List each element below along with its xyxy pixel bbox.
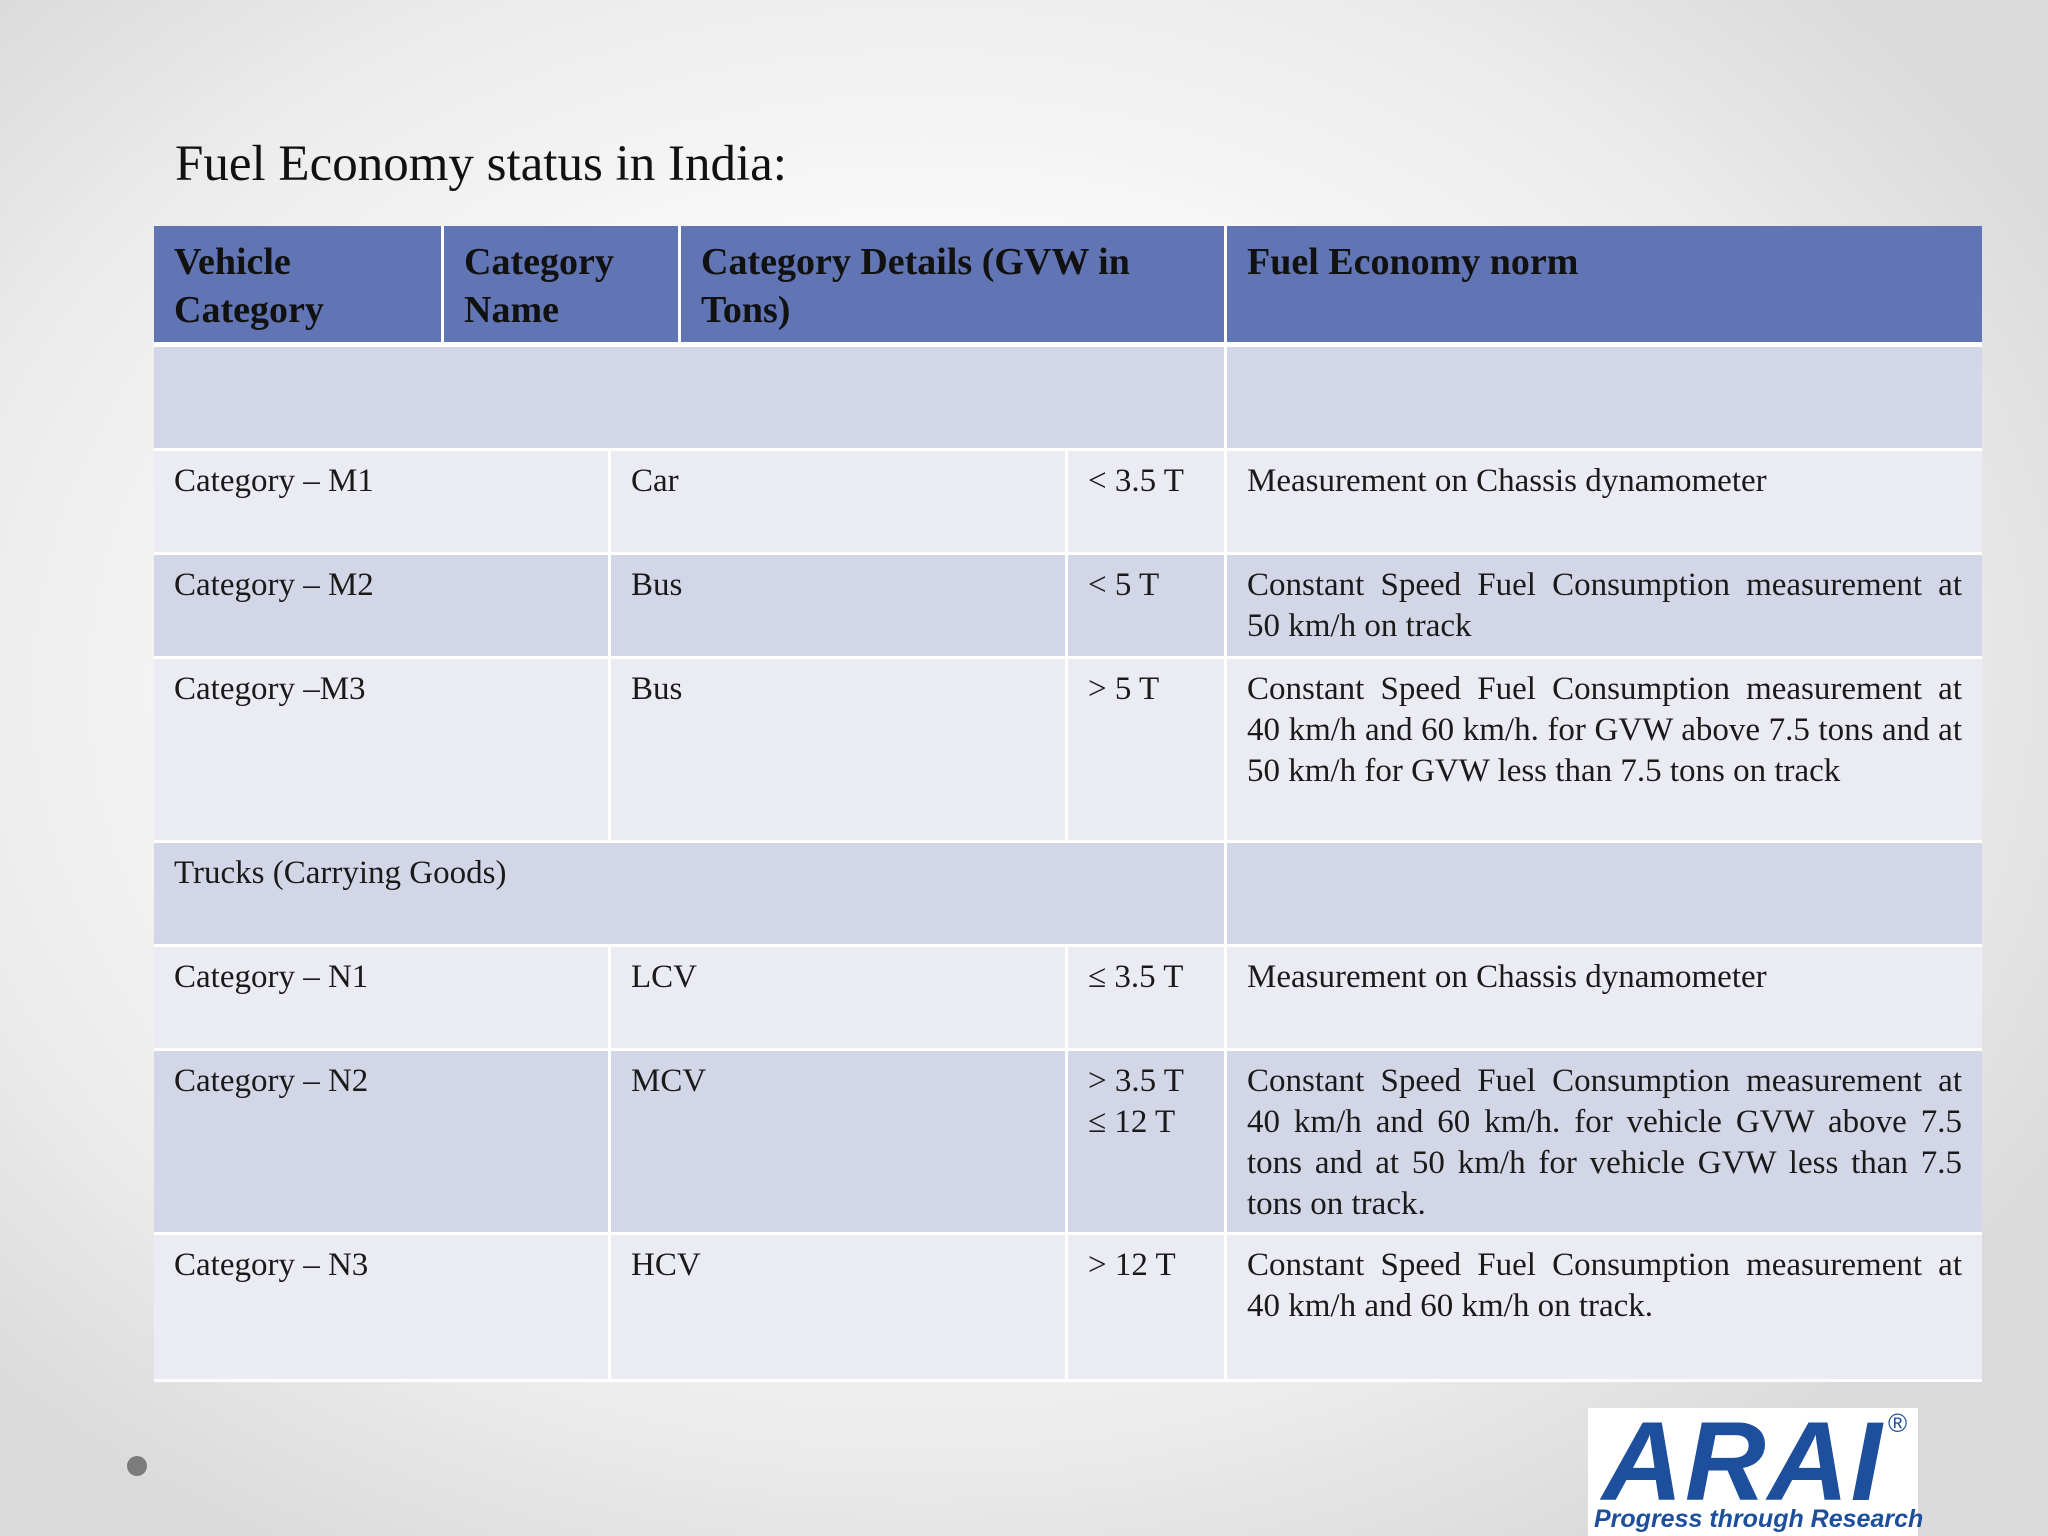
table-section-row — [154, 347, 1227, 451]
cell-details: > 5 T — [1068, 659, 1227, 843]
cell-norm: Measurement on Chassis dynamometer — [1227, 947, 1982, 1051]
cell-details: < 5 T — [1068, 555, 1227, 659]
cell-name: Bus — [611, 659, 1068, 843]
cell-details: ≤ 3.5 T — [1068, 947, 1227, 1051]
table-section-norm — [1227, 843, 1982, 947]
logo-wordmark: ARAI — [1602, 1399, 1884, 1524]
cell-category: Category – N1 — [154, 947, 611, 1051]
bullet-dot — [127, 1456, 147, 1476]
cell-category: Category – M1 — [154, 451, 611, 555]
table-section-row: Trucks (Carrying Goods) — [154, 843, 1227, 947]
cell-category: Category –M3 — [154, 659, 611, 843]
cell-name: MCV — [611, 1051, 1068, 1235]
fuel-economy-table: Vehicle Category Category Name Category … — [154, 226, 1982, 1382]
header-vehicle-category: Vehicle Category — [154, 226, 444, 347]
registered-mark: ® — [1888, 1408, 1908, 1438]
cell-norm: Constant Speed Fuel Consumption measurem… — [1227, 555, 1982, 659]
header-fuel-economy-norm: Fuel Economy norm — [1227, 226, 1982, 347]
cell-name: HCV — [611, 1235, 1068, 1382]
table-section-norm — [1227, 347, 1982, 451]
arai-logo: ARAI ® Progress through Research — [1588, 1402, 1923, 1536]
cell-norm: Measurement on Chassis dynamometer — [1227, 451, 1982, 555]
cell-details: > 3.5 T ≤ 12 T — [1068, 1051, 1227, 1235]
logo-tagline: Progress through Research — [1594, 1505, 1924, 1533]
cell-category: Category – N2 — [154, 1051, 611, 1235]
cell-norm: Constant Speed Fuel Consumption measurem… — [1227, 1051, 1982, 1235]
cell-norm: Constant Speed Fuel Consumption measurem… — [1227, 659, 1982, 843]
cell-norm: Constant Speed Fuel Consumption measurem… — [1227, 1235, 1982, 1382]
header-category-name: Category Name — [444, 226, 681, 347]
slide-title: Fuel Economy status in India: — [175, 136, 787, 192]
cell-name: LCV — [611, 947, 1068, 1051]
cell-name: Car — [611, 451, 1068, 555]
cell-category: Category – M2 — [154, 555, 611, 659]
cell-details: < 3.5 T — [1068, 451, 1227, 555]
cell-details: > 12 T — [1068, 1235, 1227, 1382]
cell-category: Category – N3 — [154, 1235, 611, 1382]
cell-name: Bus — [611, 555, 1068, 659]
header-category-details: Category Details (GVW in Tons) — [681, 226, 1227, 347]
